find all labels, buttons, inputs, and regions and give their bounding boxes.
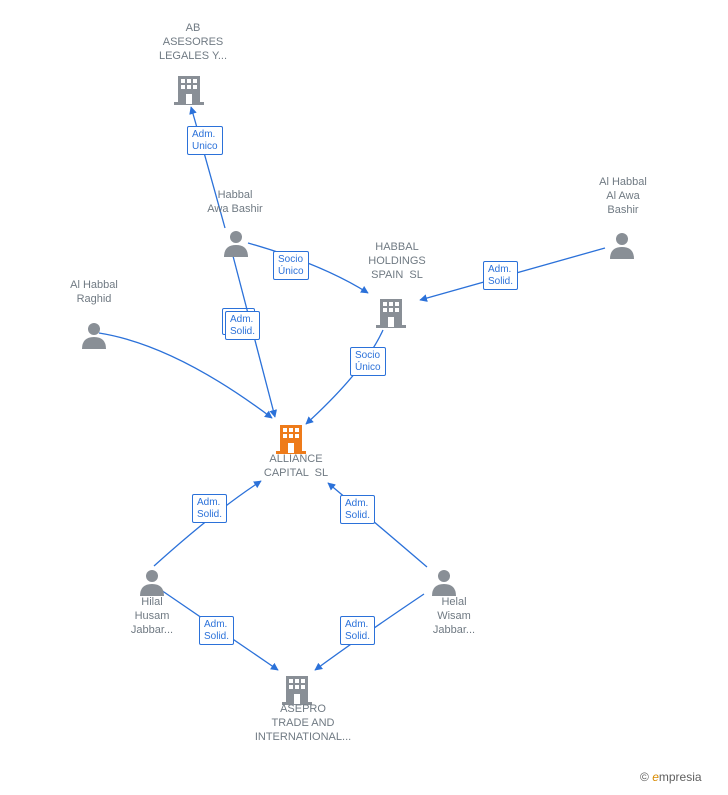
edges-layer: [0, 0, 728, 795]
edge-label-habbal_awa_bashir-alliance_capital: Adm. Solid.: [225, 311, 260, 340]
credit-text: mpresia: [659, 770, 702, 784]
edge-label-helal_wisam-alliance_capital: Adm. Solid.: [340, 495, 375, 524]
alliance_capital-label: ALLIANCE CAPITAL SL: [246, 453, 346, 481]
asepro-label: ASEPRO TRADE AND INTERNATIONAL...: [234, 703, 372, 744]
al_habbal_al_awa_bashir-icon[interactable]: [608, 231, 636, 264]
hilal_husam-label: Hilal Husam Jabbar...: [118, 596, 186, 637]
al_habbal_al_awa_bashir-label: Al Habbal Al Awa Bashir: [593, 176, 653, 217]
edge-habbal_holdings-alliance_capital: [306, 330, 383, 424]
habbal_awa_bashir-label: Habbal Awa Bashir: [195, 189, 275, 217]
edge-label-helal_wisam-asepro: Adm. Solid.: [340, 616, 375, 645]
edge-label-hilal_husam-alliance_capital: Adm. Solid.: [192, 494, 227, 523]
helal_wisam-label: Helal Wisam Jabbar...: [420, 596, 488, 637]
credit: © empresia: [640, 770, 702, 784]
edge-label-habbal_awa_bashir-ab_asesores: Adm. Unico: [187, 126, 223, 155]
edge-label-hilal_husam-asepro: Adm. Solid.: [199, 616, 234, 645]
habbal_awa_bashir-icon[interactable]: [222, 229, 250, 262]
credit-copyright: ©: [640, 770, 649, 784]
ab_asesores-icon[interactable]: [172, 72, 206, 111]
edge-label-habbal_holdings-alliance_capital: Socio Único: [350, 347, 386, 376]
credit-logo-e: e: [652, 770, 659, 784]
al_habbal_raghid-label: Al Habbal Raghid: [60, 279, 128, 307]
al_habbal_raghid-icon[interactable]: [80, 321, 108, 354]
habbal_holdings-icon[interactable]: [374, 295, 408, 334]
edge-label-al_habbal_al_awa_bashir-habbal_holdings: Adm. Solid.: [483, 261, 518, 290]
habbal_holdings-label: HABBAL HOLDINGS SPAIN SL: [358, 241, 436, 282]
edge-label-habbal_awa_bashir-habbal_holdings: Socio Único: [273, 251, 309, 280]
edge-al_habbal_raghid-alliance_capital: [99, 333, 272, 418]
ab_asesores-label: AB ASESORES LEGALES Y...: [154, 22, 232, 63]
